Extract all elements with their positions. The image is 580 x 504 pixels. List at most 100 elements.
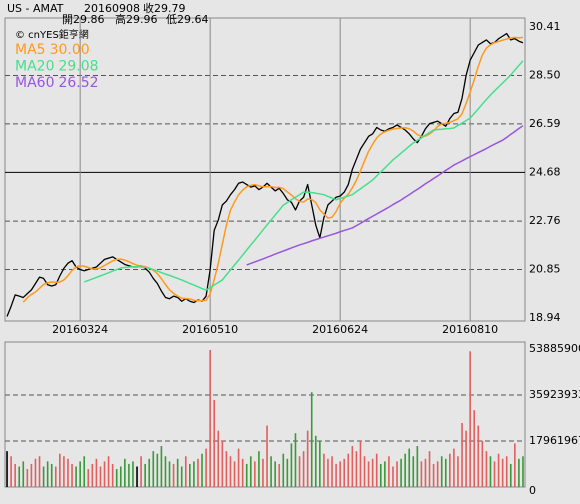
volume-bar: [477, 425, 480, 487]
volume-bar: [514, 443, 516, 487]
volume-bar: [375, 453, 378, 487]
y-tick-label: 30.41: [529, 20, 561, 33]
volume-bar: [176, 458, 179, 487]
volume-bar: [404, 453, 406, 487]
volume-bar: [225, 451, 228, 487]
volume-bar: [331, 456, 333, 487]
volume-bar: [254, 461, 256, 487]
volume-bar: [465, 430, 467, 487]
y-tick-label: 20.85: [529, 263, 561, 276]
volume-bar: [424, 458, 427, 487]
volume-bar: [148, 458, 151, 487]
x-tick-label: 20160324: [52, 323, 108, 336]
volume-bar: [522, 456, 524, 487]
volume-bar: [164, 456, 167, 487]
volume-bar: [38, 456, 41, 487]
legend-entry: MA5 30.00: [15, 42, 90, 58]
volume-bar: [343, 458, 346, 487]
volume-tick-label: 35923933: [529, 388, 580, 401]
volume-bar: [367, 461, 370, 487]
volume-bar: [339, 461, 341, 487]
ticker: US - AMAT: [7, 2, 64, 15]
volume-bar: [136, 466, 138, 487]
volume-bar: [286, 458, 289, 487]
volume-bar: [160, 446, 163, 487]
legend-entry: MA60 26.52: [15, 75, 99, 91]
volume-bar: [457, 456, 459, 487]
volume-bar: [168, 461, 171, 487]
high-price: 高29.96: [115, 12, 158, 26]
volume-bar: [509, 463, 512, 487]
volume-bar: [50, 463, 53, 487]
volume-bar: [10, 456, 12, 487]
y-tick-label: 24.68: [529, 165, 561, 178]
volume-bar: [111, 463, 114, 487]
volume-bar: [103, 461, 106, 487]
volume-bar: [298, 456, 301, 487]
close-price: 收29.79: [143, 1, 186, 15]
volume-bar: [245, 463, 248, 487]
volume-bar: [436, 461, 439, 487]
y-tick-label: 22.76: [529, 214, 561, 227]
volume-bar: [229, 456, 232, 487]
volume-bar: [193, 461, 195, 487]
volume-bar: [132, 461, 134, 487]
volume-bar: [319, 440, 321, 487]
volume-bar: [505, 456, 508, 487]
volume-bar: [201, 453, 203, 487]
y-tick-label: 18.94: [529, 311, 561, 324]
volume-bar: [497, 453, 500, 487]
y-tick-label: 28.50: [529, 68, 561, 81]
low-price: 低29.64: [166, 13, 209, 26]
volume-tick-label: 17961967: [529, 434, 580, 447]
y-tick-label: 26.59: [529, 117, 561, 130]
volume-bar: [493, 461, 496, 487]
volume-bar: [335, 463, 337, 487]
volume-bar: [302, 451, 305, 487]
volume-bar: [83, 456, 86, 487]
volume-bar: [156, 453, 159, 487]
volume-bar: [233, 461, 236, 487]
volume-bar: [270, 456, 272, 487]
volume-bar: [124, 458, 126, 487]
volume-bar: [95, 458, 98, 487]
volume-bar: [189, 463, 191, 487]
volume-tick-label: 53885900: [529, 342, 580, 355]
legend-entry: MA20 29.08: [15, 59, 99, 75]
volume-bar: [46, 461, 49, 487]
volume-bar: [428, 451, 431, 487]
volume-bar: [306, 430, 309, 487]
volume-bar: [412, 456, 415, 487]
volume-bar: [371, 458, 374, 487]
legend-name: MA60: [15, 75, 54, 91]
close-line: [6, 32, 524, 317]
volume-bar: [152, 451, 155, 487]
volume-bar: [42, 466, 45, 487]
x-tick-label: 20160510: [182, 323, 238, 336]
volume-bar: [359, 440, 362, 487]
volume-bar: [34, 458, 37, 487]
volume-bar: [440, 456, 443, 487]
volume-bar: [294, 433, 297, 487]
volume-bar: [416, 446, 419, 487]
volume-bar: [453, 448, 455, 487]
volume-bar: [75, 466, 77, 487]
volume-bar: [274, 461, 276, 487]
legend-value: 29.08: [58, 59, 98, 75]
volume-bar: [489, 456, 492, 487]
volume-bar: [461, 422, 463, 487]
volume-bar: [115, 469, 118, 487]
volume-bar: [323, 453, 325, 487]
volume-bar: [310, 392, 313, 487]
volume-bar: [209, 349, 211, 487]
volume-bar: [67, 458, 69, 487]
volume-bar: [282, 453, 285, 487]
volume-bar: [99, 466, 102, 487]
volume-bar: [197, 458, 199, 487]
volume-bar: [30, 463, 33, 487]
volume-bar: [6, 451, 8, 487]
volume-bar: [258, 451, 260, 487]
volume-bar: [249, 456, 252, 487]
